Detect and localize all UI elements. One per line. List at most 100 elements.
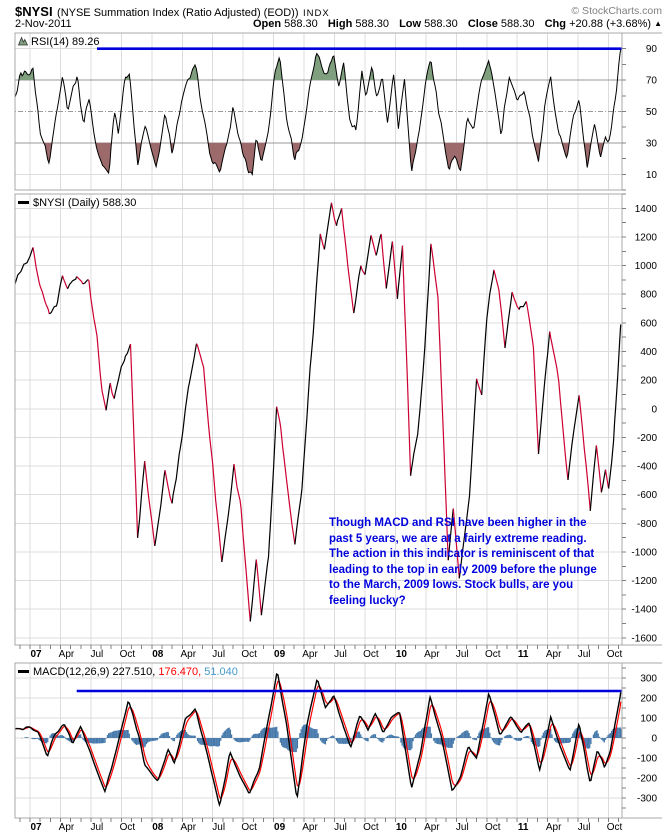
svg-text:07: 07 bbox=[30, 822, 42, 833]
svg-text:-800: -800 bbox=[637, 519, 657, 530]
svg-text:Apr: Apr bbox=[424, 822, 440, 833]
svg-text:-1200: -1200 bbox=[631, 576, 657, 587]
svg-text:Jul: Jul bbox=[91, 649, 104, 660]
chg-value: +20.88 (+3.68%) bbox=[569, 18, 652, 30]
svg-text:Oct: Oct bbox=[120, 822, 136, 833]
svg-text:Jul: Jul bbox=[334, 822, 347, 833]
svg-text:08: 08 bbox=[152, 649, 164, 660]
svg-text:Oct: Oct bbox=[241, 649, 257, 660]
rsi-indicator-icon bbox=[17, 36, 29, 46]
svg-text:100: 100 bbox=[640, 714, 657, 725]
rsi-legend-label: RSI(14) 89.26 bbox=[31, 36, 100, 48]
symbol-name: (NYSE Summation Index (Ratio Adjusted) (… bbox=[57, 7, 299, 19]
open-value: 588.30 bbox=[284, 18, 318, 30]
svg-text:10: 10 bbox=[396, 822, 408, 833]
svg-text:0: 0 bbox=[651, 734, 657, 745]
macd-histogram-value: 51.040 bbox=[204, 666, 238, 678]
svg-text:Jul: Jul bbox=[212, 822, 225, 833]
svg-text:Apr: Apr bbox=[302, 649, 318, 660]
macd-legend: MACD(12,26,9) 227.510, 176.470, 51.040 bbox=[18, 666, 238, 678]
svg-text:Oct: Oct bbox=[607, 649, 623, 660]
svg-text:-200: -200 bbox=[637, 774, 657, 785]
close-value: 588.30 bbox=[500, 18, 535, 30]
svg-text:Oct: Oct bbox=[607, 822, 623, 833]
svg-text:1200: 1200 bbox=[635, 232, 658, 243]
price-legend: $NYSI (Daily) 588.30 bbox=[18, 197, 136, 209]
high-value: 588.30 bbox=[355, 18, 390, 30]
svg-text:10: 10 bbox=[646, 170, 658, 181]
svg-text:Jul: Jul bbox=[456, 822, 469, 833]
svg-text:Oct: Oct bbox=[120, 649, 136, 660]
svg-text:Apr: Apr bbox=[424, 649, 440, 660]
svg-text:1400: 1400 bbox=[635, 204, 658, 215]
low-value: 588.30 bbox=[424, 18, 458, 30]
macd-value: 227.510, bbox=[112, 666, 156, 678]
svg-text:Apr: Apr bbox=[302, 822, 318, 833]
svg-text:11: 11 bbox=[518, 649, 529, 660]
svg-text:Jul: Jul bbox=[212, 649, 225, 660]
svg-text:70: 70 bbox=[646, 76, 658, 87]
exchange: INDX bbox=[302, 8, 330, 19]
svg-text:90: 90 bbox=[646, 44, 658, 55]
svg-text:Oct: Oct bbox=[363, 822, 379, 833]
svg-text:Apr: Apr bbox=[546, 649, 562, 660]
up-triangle-icon: ▲ bbox=[654, 19, 662, 28]
macd-signal-value: 176.470, bbox=[158, 666, 202, 678]
svg-text:-1400: -1400 bbox=[631, 605, 657, 616]
svg-text:Jul: Jul bbox=[91, 822, 104, 833]
svg-text:Oct: Oct bbox=[363, 649, 379, 660]
svg-text:10: 10 bbox=[396, 649, 408, 660]
svg-text:Jul: Jul bbox=[578, 822, 591, 833]
open-label: Open bbox=[252, 18, 282, 30]
svg-text:0: 0 bbox=[651, 404, 657, 415]
svg-text:08: 08 bbox=[152, 822, 164, 833]
svg-text:1000: 1000 bbox=[635, 261, 658, 272]
svg-text:Apr: Apr bbox=[180, 649, 196, 660]
svg-text:Oct: Oct bbox=[485, 649, 501, 660]
quote-row: Open 588.30 High 588.30 Low 588.30 Close… bbox=[253, 18, 662, 30]
svg-text:400: 400 bbox=[640, 347, 657, 358]
svg-text:-1600: -1600 bbox=[631, 633, 657, 644]
svg-text:09: 09 bbox=[274, 649, 286, 660]
svg-text:Oct: Oct bbox=[241, 822, 257, 833]
price-legend-label: $NYSI (Daily) 588.30 bbox=[33, 197, 137, 209]
svg-text:600: 600 bbox=[640, 318, 657, 329]
svg-text:Jul: Jul bbox=[334, 649, 347, 660]
copyright: © StockCharts.com bbox=[571, 5, 662, 17]
svg-text:09: 09 bbox=[274, 822, 286, 833]
svg-text:Apr: Apr bbox=[546, 822, 562, 833]
svg-text:300: 300 bbox=[640, 674, 657, 685]
chart-header: $NYSI (NYSE Summation Index (Ratio Adjus… bbox=[15, 3, 330, 21]
svg-text:200: 200 bbox=[640, 694, 657, 705]
close-label: Close bbox=[467, 18, 498, 30]
svg-text:-600: -600 bbox=[637, 490, 657, 501]
svg-text:Apr: Apr bbox=[59, 649, 75, 660]
symbol: $NYSI bbox=[15, 4, 53, 19]
svg-text:-200: -200 bbox=[637, 433, 657, 444]
svg-text:07: 07 bbox=[30, 649, 42, 660]
svg-text:-1000: -1000 bbox=[631, 547, 657, 558]
svg-text:-300: -300 bbox=[637, 794, 657, 805]
svg-text:800: 800 bbox=[640, 290, 657, 301]
low-label: Low bbox=[399, 18, 422, 30]
svg-text:Jul: Jul bbox=[456, 649, 469, 660]
svg-text:Apr: Apr bbox=[59, 822, 75, 833]
price-line-swatch-icon bbox=[18, 200, 29, 204]
svg-text:Apr: Apr bbox=[180, 822, 196, 833]
svg-text:Oct: Oct bbox=[485, 822, 501, 833]
rsi-legend: RSI(14) 89.26 bbox=[17, 36, 100, 48]
svg-text:Jul: Jul bbox=[578, 649, 591, 660]
chg-label: Chg bbox=[544, 18, 566, 30]
svg-text:50: 50 bbox=[646, 107, 658, 118]
svg-text:200: 200 bbox=[640, 376, 657, 387]
svg-text:11: 11 bbox=[518, 822, 529, 833]
chart-date: 2-Nov-2011 bbox=[15, 18, 72, 30]
svg-text:30: 30 bbox=[646, 138, 658, 149]
analyst-annotation: Though MACD and RSI have been higher in … bbox=[329, 517, 597, 607]
high-label: High bbox=[327, 18, 353, 30]
svg-text:-100: -100 bbox=[637, 754, 657, 765]
svg-text:-400: -400 bbox=[637, 462, 657, 473]
macd-legend-label: MACD(12,26,9) bbox=[33, 666, 110, 678]
